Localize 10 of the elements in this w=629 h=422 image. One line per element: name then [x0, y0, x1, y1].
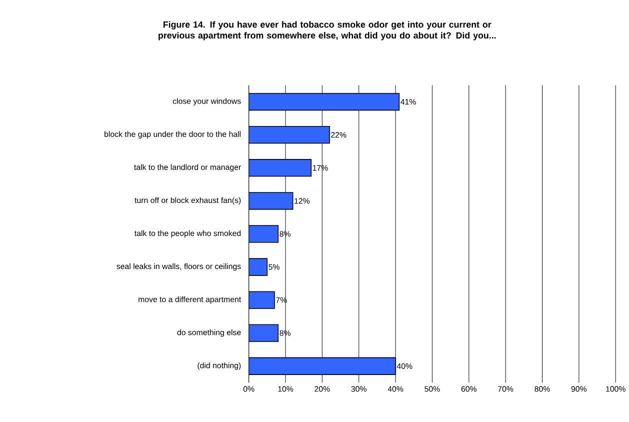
bar — [248, 126, 330, 144]
bar — [248, 92, 400, 110]
bar — [248, 291, 275, 309]
chart-title: Figure 14. If you have ever had tobacco smoke odor get into your current or previous apartment from somewhere else, what did you do about it? Did you... — [158, 21, 496, 40]
bar — [248, 224, 279, 243]
bar — [248, 192, 294, 210]
bar — [248, 324, 279, 342]
bar — [248, 258, 268, 276]
bar — [248, 158, 312, 177]
bar — [248, 357, 396, 375]
